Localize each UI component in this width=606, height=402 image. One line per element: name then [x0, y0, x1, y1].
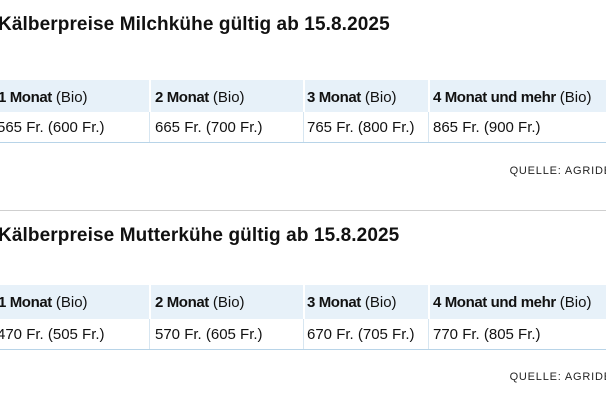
column-separator — [428, 80, 430, 114]
column-header-1-monat: 1 Monat (Bio) — [0, 88, 88, 106]
table-title: Kälberpreise Milchkühe gültig ab 15.8.20… — [0, 14, 390, 35]
table-title: Kälberpreise Mutterkühe gültig ab 15.8.2… — [0, 225, 400, 246]
price-cell: 765 Fr. (800 Fr.) — [307, 118, 415, 136]
column-separator — [428, 285, 430, 319]
column-header-1-monat: 1 Monat (Bio) — [0, 293, 88, 311]
price-table-mutterkuehe: Kälberpreise Mutterkühe gültig ab 15.8.2… — [0, 225, 606, 395]
price-cell: 865 Fr. (900 Fr.) — [433, 118, 541, 136]
table-row: 470 Fr. (505 Fr.) 570 Fr. (605 Fr.) 670 … — [0, 319, 606, 350]
table-header-row: 1 Monat (Bio) 2 Monat (Bio) 3 Monat (Bio) 4… — [0, 80, 606, 114]
price-cell: 470 Fr. (505 Fr.) — [0, 325, 105, 343]
column-header-2-monat: 2 Monat (Bio) — [155, 293, 245, 311]
column-header-3-monat: 3 Monat (Bio) — [307, 88, 397, 106]
price-cell: 665 Fr. (700 Fr.) — [155, 118, 263, 136]
column-separator — [428, 112, 429, 142]
table-row: 565 Fr. (600 Fr.) 665 Fr. (700 Fr.) 765 … — [0, 112, 606, 143]
column-header-4-monat-und-mehr: 4 Monat und mehr (Bio) — [433, 88, 592, 106]
column-separator — [149, 285, 151, 319]
column-header-4-monat-und-mehr: 4 Monat und mehr (Bio) — [433, 293, 592, 311]
column-header-2-monat: 2 Monat (Bio) — [155, 88, 245, 106]
column-separator — [149, 80, 151, 114]
price-cell: 570 Fr. (605 Fr.) — [155, 325, 263, 343]
table-header-row: 1 Monat (Bio) 2 Monat (Bio) 3 Monat (Bio) 4… — [0, 285, 606, 319]
column-separator — [303, 112, 304, 142]
column-separator — [303, 285, 305, 319]
column-separator — [428, 319, 429, 349]
price-cell: 670 Fr. (705 Fr.) — [307, 325, 415, 343]
source-credit: QUELLE: AGRIDEA — [509, 371, 606, 383]
column-separator — [303, 319, 304, 349]
column-header-3-monat: 3 Monat (Bio) — [307, 293, 397, 311]
column-separator — [303, 80, 305, 114]
column-separator — [149, 319, 150, 349]
section-divider — [0, 210, 606, 211]
source-credit: QUELLE: AGRIDEA — [509, 165, 606, 177]
column-separator — [149, 112, 150, 142]
price-cell: 770 Fr. (805 Fr.) — [433, 325, 541, 343]
price-cell: 565 Fr. (600 Fr.) — [0, 118, 105, 136]
price-table-milchkuehe: Kälberpreise Milchkühe gültig ab 15.8.20… — [0, 14, 606, 184]
